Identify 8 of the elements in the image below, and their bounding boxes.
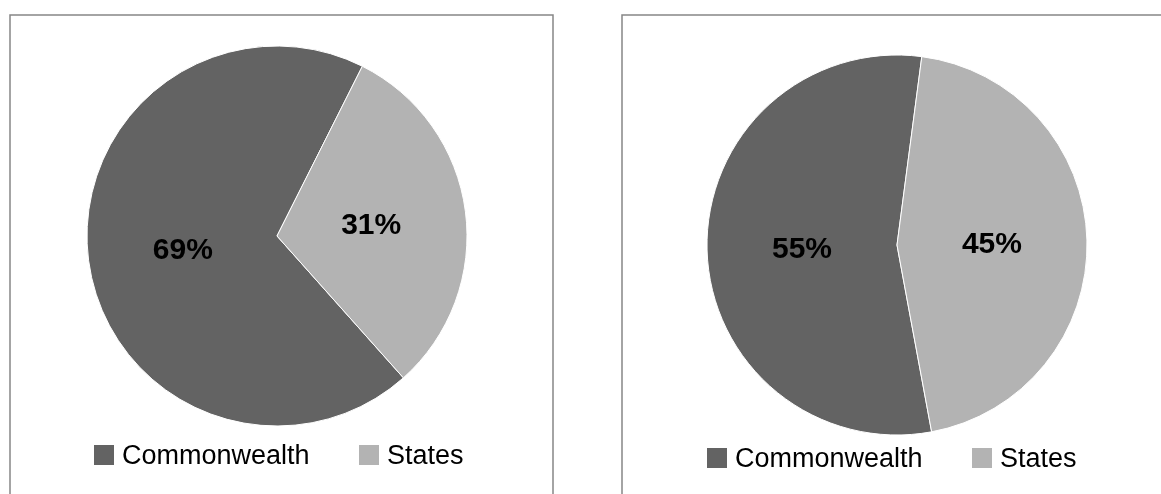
data-label: 69% <box>152 231 213 265</box>
data-label: 55% <box>772 230 833 264</box>
data-label: 45% <box>961 226 1022 260</box>
legend-label: States <box>1000 443 1077 473</box>
legend-label: Commonwealth <box>735 443 923 473</box>
data-label: 31% <box>341 207 402 241</box>
legend-label: States <box>387 440 464 470</box>
legend-label: Commonwealth <box>122 440 310 470</box>
